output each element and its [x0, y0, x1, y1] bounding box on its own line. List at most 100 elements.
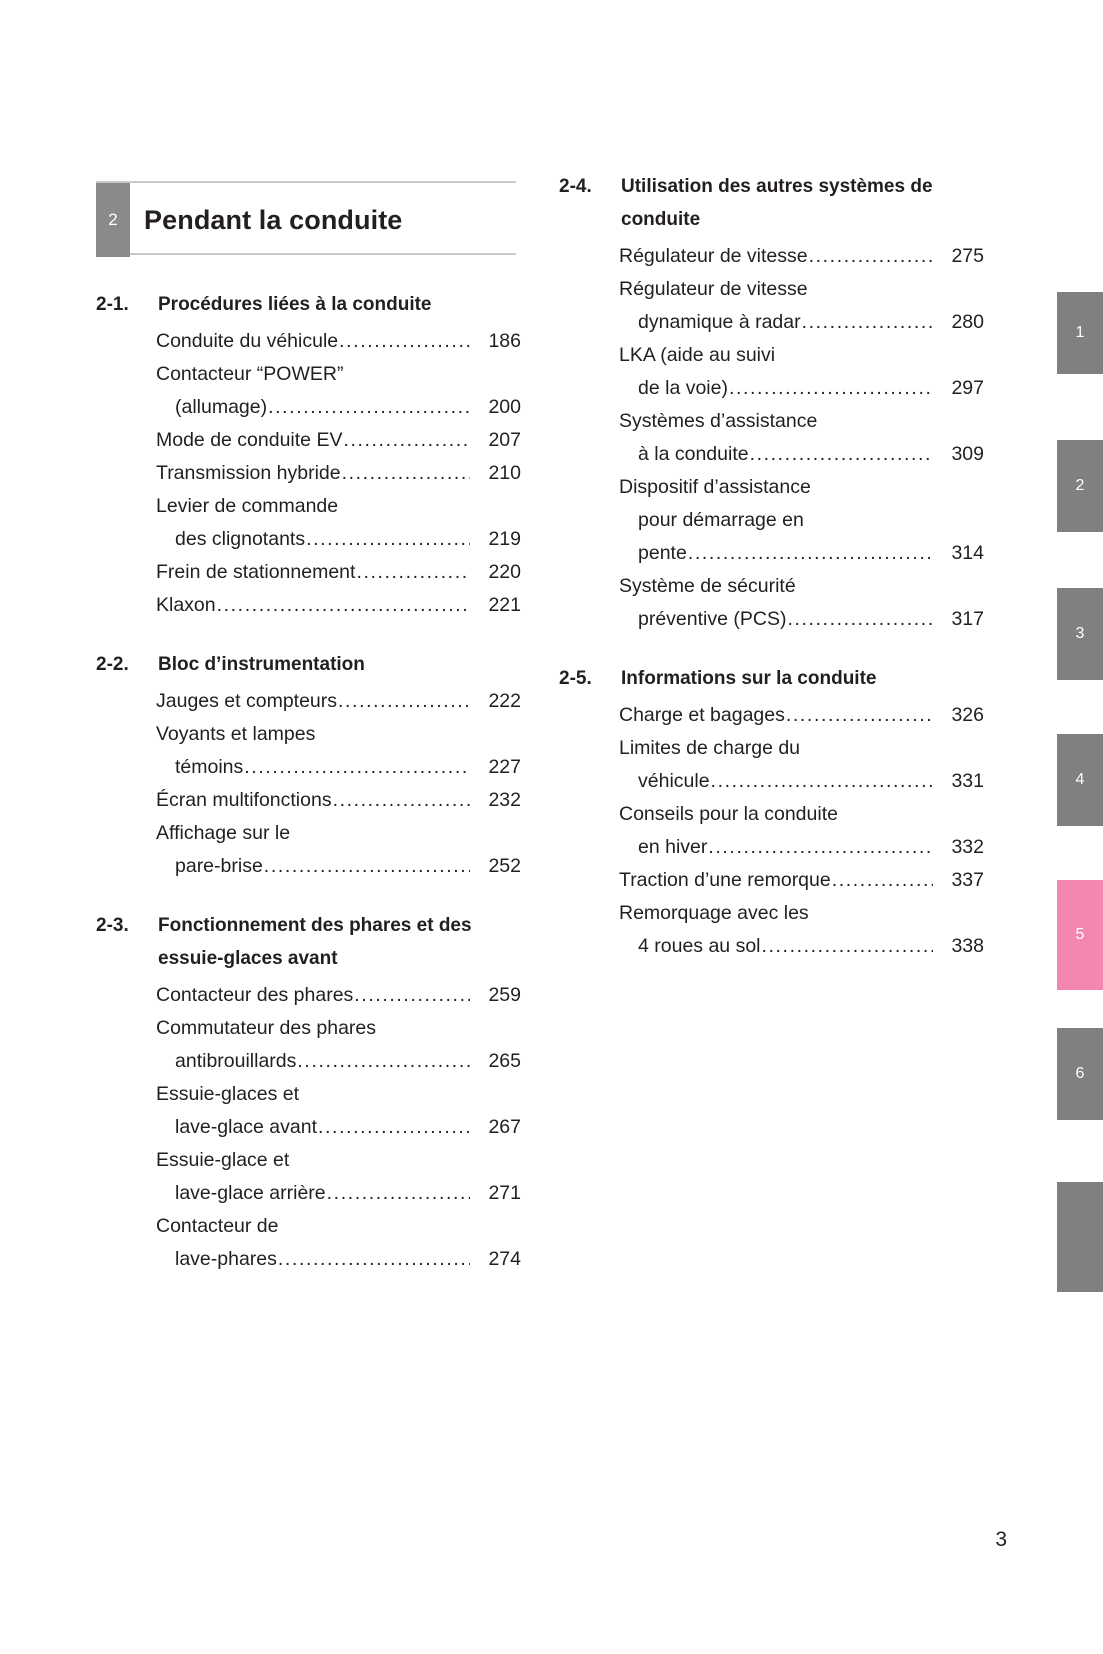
toc-entry-label: pour démarrage en — [638, 509, 804, 531]
toc-entry-page: 267 — [488, 1116, 521, 1138]
toc-entry[interactable]: Conduite du véhicule....................… — [156, 325, 521, 358]
toc-entry-label: (allumage) — [175, 396, 268, 418]
toc-entry[interactable]: LKA (aide au suivi de la voie)...........… — [619, 339, 984, 405]
toc-entry-line: Levier de commande — [156, 490, 521, 523]
toc-entry[interactable]: Levier de commande des clignotants.......… — [156, 490, 521, 556]
toc-entry[interactable]: Klaxon..................................… — [156, 589, 521, 622]
thumb-index-tab-blank[interactable] — [1057, 1182, 1103, 1292]
toc-entry-line: de la voie).............................… — [619, 372, 984, 405]
toc-entry-label: lave-glace avant — [175, 1116, 318, 1138]
toc-entry[interactable]: Frein de stationnement..................… — [156, 556, 521, 589]
toc-section: 2-1. Procédures liées à la conduite Condui… — [96, 288, 521, 622]
toc-leader-dots: ........................................… — [268, 396, 470, 418]
thumb-index-tab-2[interactable]: 2 — [1057, 440, 1103, 532]
toc-entry-page: 259 — [488, 984, 521, 1006]
toc-leader-dots: ........................................… — [785, 704, 933, 726]
toc-entry-label: LKA (aide au suivi — [619, 344, 776, 366]
toc-entry[interactable]: Limites de charge du véhicule............… — [619, 732, 984, 798]
toc-entry-label: Levier de commande — [156, 495, 339, 517]
toc-section-number: 2-1. — [96, 294, 129, 315]
toc-leader-dots: ........................................… — [761, 935, 934, 957]
thumb-index-tab-4[interactable]: 4 — [1057, 734, 1103, 826]
toc-entry-line: Klaxon..................................… — [156, 589, 521, 622]
toc-entry-label: pente — [638, 542, 687, 564]
toc-leader-dots: ........................................… — [728, 377, 933, 399]
toc-entry-line: Système de sécurité — [619, 570, 984, 603]
thumb-index-tab-3[interactable]: 3 — [1057, 588, 1103, 680]
toc-entry[interactable]: Voyants et lampes témoins................… — [156, 718, 521, 784]
toc-entry[interactable]: Essuie-glace et lave-glace arrière.......… — [156, 1144, 521, 1210]
toc-entry-label: Voyants et lampes — [156, 723, 316, 745]
thumb-index-tab-6[interactable]: 6 — [1057, 1028, 1103, 1120]
toc-section-heading[interactable]: 2-1. Procédures liées à la conduite — [96, 288, 521, 321]
toc-entry-line: Charge et bagages.......................… — [619, 699, 984, 732]
toc-section-title: Informations sur la conduite — [621, 668, 877, 689]
toc-entry-page: 309 — [951, 443, 984, 465]
toc-entry-line: antibrouillards.........................… — [156, 1045, 521, 1078]
toc-section-heading[interactable]: 2-5. Informations sur la conduite — [559, 662, 984, 695]
toc-entry-label: Conduite du véhicule — [156, 330, 339, 352]
toc-entry-line: 4 roues au sol..........................… — [619, 930, 984, 963]
toc-entry[interactable]: Contacteur des phares...................… — [156, 979, 521, 1012]
toc-section-heading[interactable]: 2-3. Fonctionnement des phares et des ess… — [96, 909, 521, 975]
toc-entry[interactable]: Écran multifonctions....................… — [156, 784, 521, 817]
toc-section-number: 2-2. — [96, 654, 129, 675]
toc-entry-page: 274 — [488, 1248, 521, 1270]
toc-entry-label: Régulateur de vitesse — [619, 245, 808, 267]
toc-entry[interactable]: Commutateur des phares antibrouillards...… — [156, 1012, 521, 1078]
toc-entry-line: Commutateur des phares — [156, 1012, 521, 1045]
thumb-index-tabstrip: 1 2 3 4 5 6 — [1057, 0, 1103, 1654]
toc-section-heading[interactable]: 2-2. Bloc d’instrumentation — [96, 648, 521, 681]
toc-entry[interactable]: Conseils pour la conduite en hiver.......… — [619, 798, 984, 864]
toc-entry-label: témoins — [175, 756, 244, 778]
toc-entry[interactable]: Contacteur “POWER” (allumage)............… — [156, 358, 521, 424]
toc-entry[interactable]: Remorquage avec les 4 roues au sol.......… — [619, 897, 984, 963]
toc-entry-label: Essuie-glace et — [156, 1149, 290, 1171]
toc-entry-page: 222 — [488, 690, 521, 712]
toc-entry[interactable]: Affichage sur le pare-brise..............… — [156, 817, 521, 883]
toc-entry[interactable]: Traction d’une remorque.................… — [619, 864, 984, 897]
toc-leader-dots: ........................................… — [787, 608, 933, 630]
toc-entry[interactable]: Dispositif d’assistance pour démarrage en… — [619, 471, 984, 570]
toc-entry[interactable]: Systèmes d’assistance à la conduite......… — [619, 405, 984, 471]
toc-entry-line: Contacteur “POWER” — [156, 358, 521, 391]
toc-section-title: Utilisation des autres systèmes de condu… — [621, 176, 933, 230]
toc-entry-line: Voyants et lampes — [156, 718, 521, 751]
toc-entry[interactable]: Contacteur de lave-phares................… — [156, 1210, 521, 1276]
toc-entry-line: lave-phares.............................… — [156, 1243, 521, 1276]
toc-entry[interactable]: Mode de conduite EV.....................… — [156, 424, 521, 457]
toc-leader-dots: ........................................… — [326, 1182, 470, 1204]
toc-entry-page: 221 — [488, 594, 521, 616]
toc-entry-page: 186 — [488, 330, 521, 352]
toc-entry-line: Contacteur de — [156, 1210, 521, 1243]
toc-section: 2-2. Bloc d’instrumentation Jauges et comp… — [96, 648, 521, 883]
toc-section-heading[interactable]: 2-4. Utilisation des autres systèmes de c… — [559, 170, 984, 236]
toc-entry-label: Charge et bagages — [619, 704, 785, 726]
toc-entry[interactable]: Charge et bagages.......................… — [619, 699, 984, 732]
toc-section-title: Fonctionnement des phares et des essuie-… — [158, 915, 472, 969]
toc-entry[interactable]: Régulateur de vitesse...................… — [619, 240, 984, 273]
toc-entry[interactable]: Jauges et compteurs.....................… — [156, 685, 521, 718]
toc-entry-page: 317 — [951, 608, 984, 630]
toc-leader-dots: ........................................… — [318, 1116, 470, 1138]
chapter-number-badge: 2 — [96, 183, 130, 257]
toc-entry-page: 207 — [488, 429, 521, 451]
toc-entry-label: de la voie) — [638, 377, 728, 399]
toc-entry-label: 4 roues au sol — [638, 935, 761, 957]
toc-entry[interactable]: Transmission hybride....................… — [156, 457, 521, 490]
toc-entry-label: Contacteur “POWER” — [156, 363, 344, 385]
toc-entry[interactable]: Régulateur de vitesse dynamique à radar..… — [619, 273, 984, 339]
toc-entry[interactable]: Essuie-glaces et lave-glace avant........… — [156, 1078, 521, 1144]
toc-leader-dots: ........................................… — [339, 330, 470, 352]
toc-entry-line: des clignotants.........................… — [156, 523, 521, 556]
toc-leader-dots: ........................................… — [341, 462, 470, 484]
toc-entry-page: 337 — [951, 869, 984, 891]
toc-entry-line: lave-glace avant........................… — [156, 1111, 521, 1144]
toc-leader-dots: ........................................… — [708, 836, 933, 858]
toc-entry-line: (allumage)..............................… — [156, 391, 521, 424]
toc-entry-page: 265 — [488, 1050, 521, 1072]
thumb-index-tab-5[interactable]: 5 — [1057, 880, 1103, 990]
toc-section: 2-3. Fonctionnement des phares et des ess… — [96, 909, 521, 1276]
thumb-index-tab-1[interactable]: 1 — [1057, 292, 1103, 374]
toc-entry[interactable]: Système de sécurité préventive (PCS).....… — [619, 570, 984, 636]
